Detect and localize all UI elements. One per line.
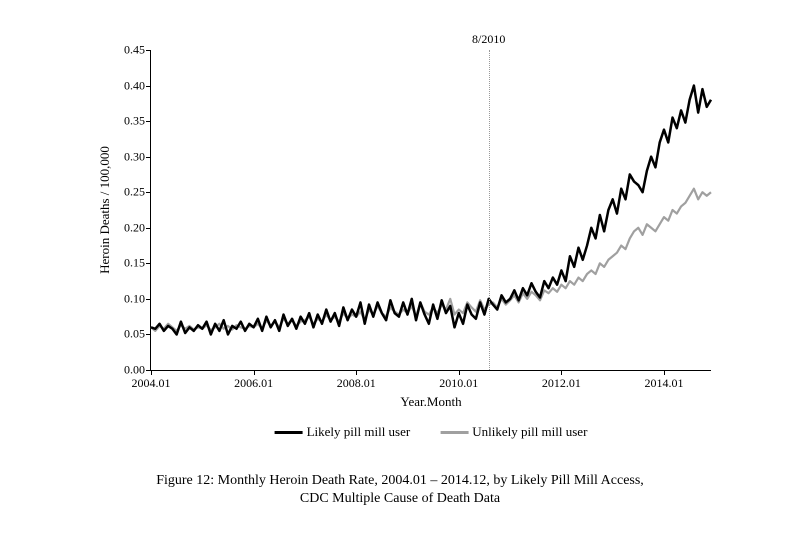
y-tick-mark <box>146 192 151 193</box>
figure-caption: Figure 12: Monthly Heroin Death Rate, 20… <box>60 472 740 508</box>
y-tick-mark <box>146 157 151 158</box>
x-tick-mark <box>151 370 152 375</box>
plot-area: Year.Month Likely pill mill user Unlikel… <box>150 50 711 371</box>
legend-item-unlikely: Unlikely pill mill user <box>440 424 587 440</box>
y-tick-mark <box>146 86 151 87</box>
x-tick-mark <box>459 370 460 375</box>
y-tick-mark <box>146 121 151 122</box>
y-tick-mark <box>146 334 151 335</box>
x-tick-mark <box>356 370 357 375</box>
y-tick-mark <box>146 263 151 264</box>
y-tick-mark <box>146 50 151 51</box>
legend-swatch-unlikely <box>440 431 468 434</box>
legend-swatch-likely <box>275 431 303 434</box>
reference-line <box>489 50 490 370</box>
y-tick-mark <box>146 228 151 229</box>
x-tick-mark <box>254 370 255 375</box>
series-lines <box>151 50 711 370</box>
caption-line-1: Figure 12: Monthly Heroin Death Rate, 20… <box>156 473 644 488</box>
legend: Likely pill mill user Unlikely pill mill… <box>275 424 588 440</box>
y-axis-label: Heroin Deaths / 100,000 <box>97 146 113 274</box>
x-tick-mark <box>561 370 562 375</box>
legend-item-likely: Likely pill mill user <box>275 424 411 440</box>
reference-line-label: 8/2010 <box>472 32 505 47</box>
caption-line-2: CDC Multiple Cause of Death Data <box>300 491 500 506</box>
x-tick-mark <box>664 370 665 375</box>
x-axis-label: Year.Month <box>400 394 461 410</box>
y-tick-mark <box>146 299 151 300</box>
chart-container: Year.Month Likely pill mill user Unlikel… <box>60 30 740 430</box>
legend-label: Unlikely pill mill user <box>472 424 587 440</box>
series-line <box>151 86 711 335</box>
legend-label: Likely pill mill user <box>307 424 411 440</box>
